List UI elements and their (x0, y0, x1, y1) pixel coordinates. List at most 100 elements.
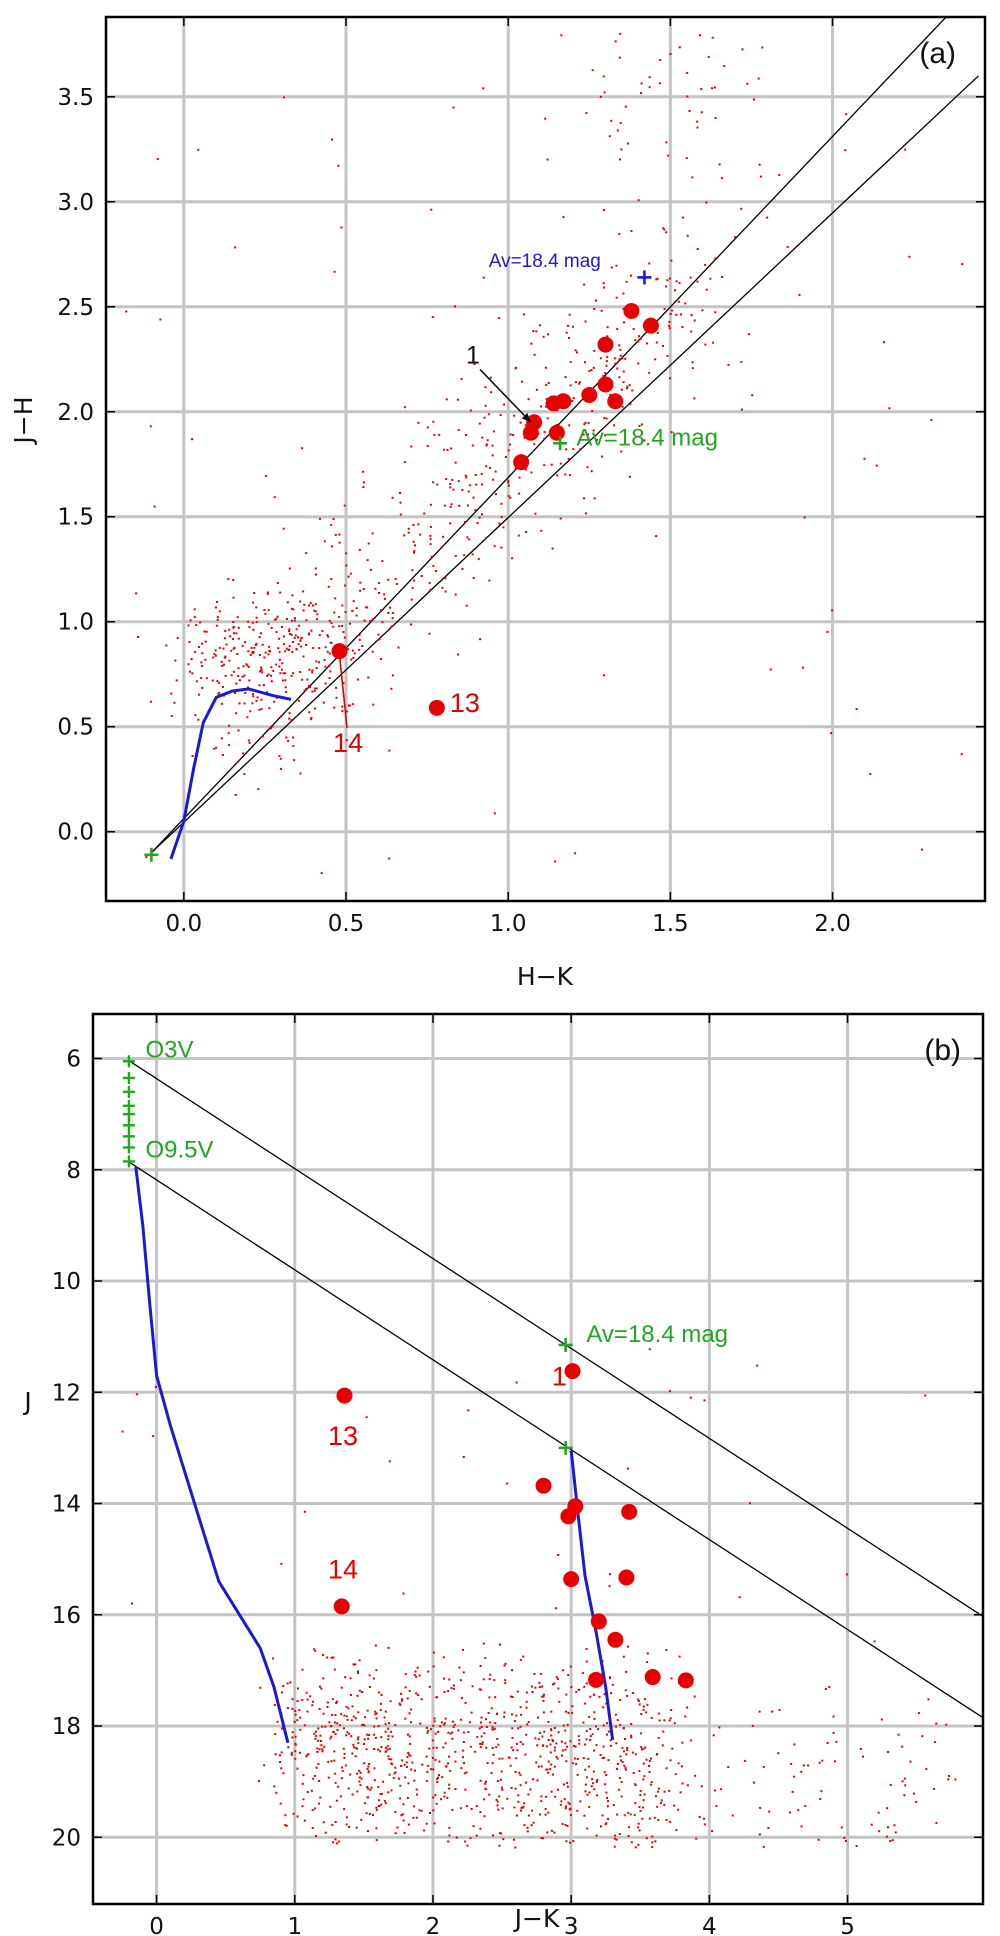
field-star (340, 1713, 343, 1716)
field-star (145, 856, 148, 859)
field-star (336, 1729, 339, 1731)
field-star (303, 1819, 306, 1822)
field-star (574, 349, 577, 352)
field-star (602, 75, 605, 78)
field-star (488, 1678, 491, 1680)
field-star (306, 1698, 309, 1701)
field-star (362, 481, 365, 484)
field-star (430, 208, 433, 211)
field-star (291, 1736, 294, 1739)
field-star (709, 277, 712, 280)
field-star (665, 141, 668, 144)
field-star (615, 1838, 618, 1841)
field-star (137, 636, 140, 638)
source-dot-13 (588, 1671, 605, 1688)
field-star (197, 148, 200, 151)
field-star (668, 1390, 671, 1393)
field-star (380, 1702, 382, 1705)
field-star (289, 1681, 292, 1684)
field-star (390, 1789, 393, 1792)
field-star (434, 1732, 437, 1735)
field-star (666, 279, 669, 282)
field-star (620, 1780, 623, 1783)
field-star (328, 652, 331, 655)
field-star (500, 1832, 503, 1835)
field-star (550, 1728, 552, 1731)
field-star (442, 1723, 445, 1726)
field-star (598, 1695, 601, 1698)
field-star (303, 1724, 306, 1727)
field-star (540, 405, 542, 408)
field-star (273, 700, 276, 703)
field-star (435, 1802, 438, 1805)
field-star (335, 1702, 338, 1704)
field-star (292, 672, 294, 675)
field-star (642, 1747, 645, 1750)
field-star (360, 1691, 363, 1693)
field-star (599, 357, 602, 360)
field-star (662, 227, 665, 230)
field-star (585, 1682, 588, 1685)
field-star (790, 1762, 793, 1765)
field-star (520, 1809, 522, 1812)
field-star (313, 1732, 316, 1735)
field-star (460, 1718, 463, 1721)
field-star (582, 433, 585, 436)
field-star (592, 366, 595, 369)
field-star (198, 646, 200, 648)
field-star (398, 1702, 401, 1705)
field-star (350, 1735, 353, 1738)
field-star (500, 546, 503, 549)
field-star (392, 1777, 395, 1780)
field-star (538, 324, 541, 327)
field-star (327, 1776, 330, 1779)
field-star (337, 615, 340, 618)
field-star (365, 1748, 368, 1751)
field-star (315, 1766, 318, 1769)
field-star (278, 637, 281, 640)
field-star (288, 628, 291, 631)
field-star (479, 1743, 482, 1745)
field-star (701, 309, 704, 312)
field-star (462, 1756, 464, 1759)
field-star (578, 1742, 581, 1745)
source-dot-7 (563, 1571, 580, 1588)
field-star (723, 65, 726, 68)
field-star (606, 1722, 608, 1725)
field-star (341, 604, 344, 607)
field-star (704, 343, 707, 346)
field-star (427, 1729, 430, 1732)
field-star (665, 1649, 668, 1652)
field-star (703, 1817, 705, 1820)
field-star (513, 414, 516, 417)
field-star (491, 1762, 494, 1765)
field-star (921, 1735, 924, 1738)
field-star (410, 598, 413, 601)
field-star (377, 582, 380, 585)
field-star (619, 1723, 622, 1726)
field-star (496, 1712, 499, 1715)
field-star (797, 1809, 800, 1812)
field-star (802, 666, 804, 669)
field-star (282, 679, 284, 682)
field-star (758, 163, 761, 166)
field-star (620, 148, 623, 151)
field-star (328, 664, 331, 667)
field-star (223, 656, 226, 659)
field-star (529, 1788, 532, 1791)
field-star (564, 1807, 567, 1810)
field-star (588, 1765, 591, 1768)
field-star (443, 504, 446, 507)
field-star (313, 689, 316, 692)
field-star (218, 610, 221, 613)
field-star (609, 393, 612, 396)
field-star (351, 1793, 354, 1796)
field-star (431, 1739, 434, 1742)
field-star (472, 577, 475, 579)
field-star (379, 1793, 382, 1796)
field-star (552, 1683, 554, 1686)
field-star (204, 640, 207, 643)
field-star (547, 1771, 550, 1774)
field-star (404, 1717, 407, 1720)
field-star (650, 1716, 653, 1719)
